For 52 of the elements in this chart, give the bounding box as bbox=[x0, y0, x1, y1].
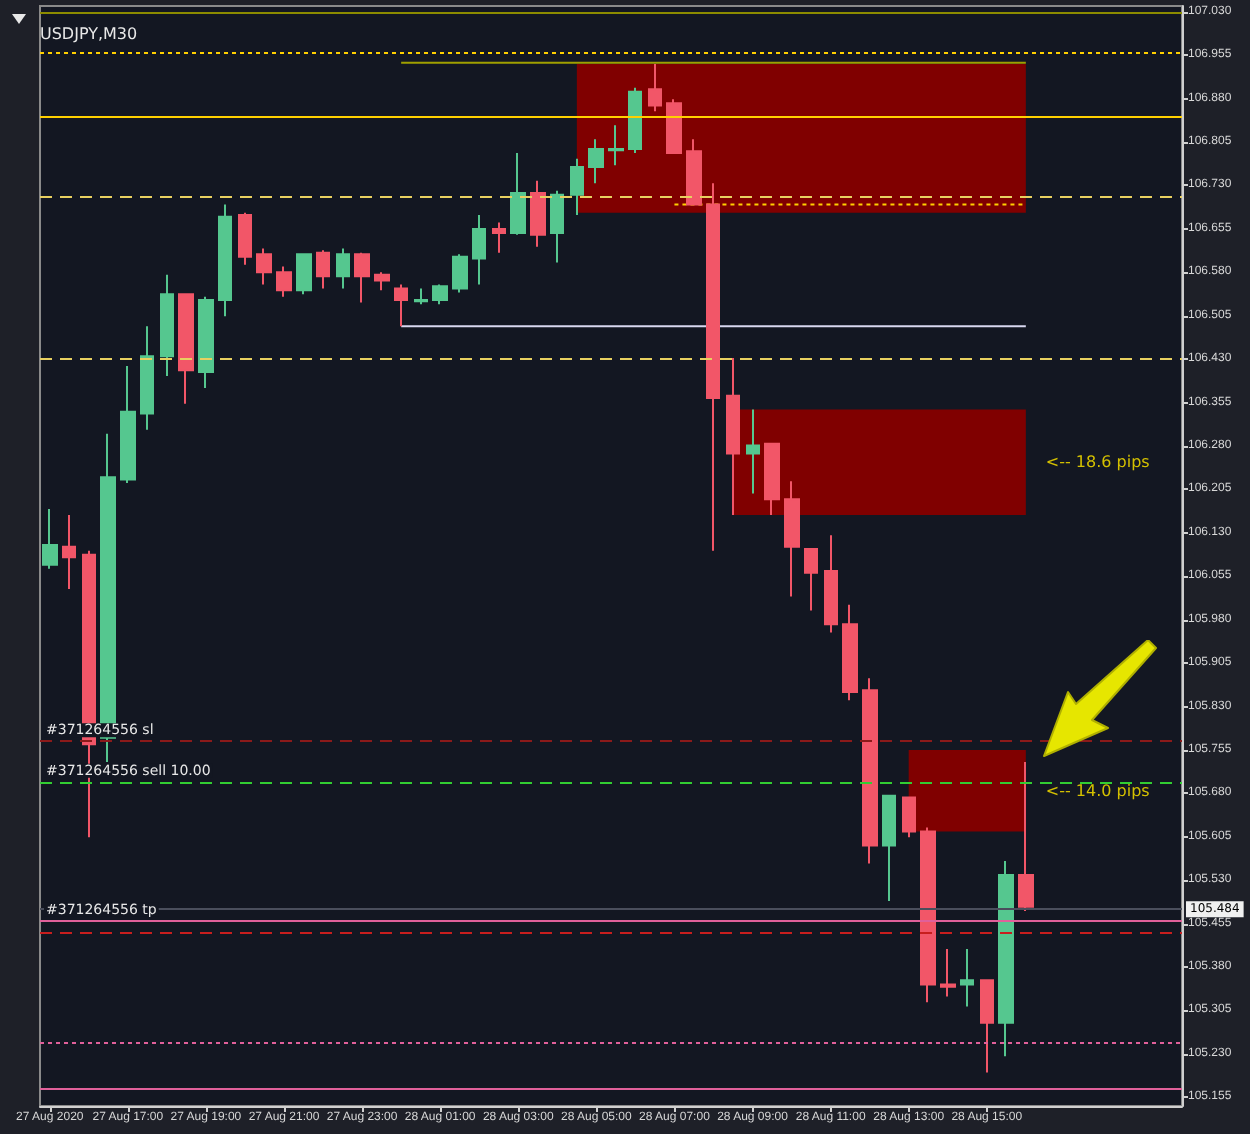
candlestick bbox=[510, 152, 526, 236]
candlestick bbox=[160, 273, 174, 377]
candlestick bbox=[998, 860, 1014, 1058]
candlestick bbox=[648, 62, 662, 113]
text: USDJPY,M30 bbox=[40, 25, 138, 43]
candlestick bbox=[140, 325, 154, 431]
candlestick bbox=[804, 548, 818, 612]
candlestick bbox=[706, 182, 720, 552]
candlestick bbox=[62, 513, 76, 590]
candlestick bbox=[1018, 761, 1034, 912]
candlestick bbox=[824, 534, 838, 634]
candlestick bbox=[902, 796, 916, 839]
candlestick bbox=[530, 179, 546, 248]
candlestick bbox=[686, 138, 702, 206]
candlestick bbox=[120, 365, 136, 485]
candlestick bbox=[960, 948, 974, 1008]
annotation: <-- 14.0 pips bbox=[1045, 781, 1150, 800]
candlestick bbox=[882, 794, 896, 903]
candlestick bbox=[256, 247, 272, 286]
candlestick bbox=[608, 124, 624, 167]
candlestick bbox=[414, 287, 428, 306]
candlestick bbox=[784, 480, 800, 598]
annotation: <-- 18.6 pips bbox=[1045, 453, 1150, 472]
candlestick bbox=[198, 295, 214, 390]
candlestick bbox=[862, 677, 878, 865]
candlestick bbox=[276, 265, 292, 298]
candlestick bbox=[980, 979, 994, 1074]
candlestick bbox=[472, 214, 486, 286]
candlestick bbox=[178, 293, 194, 405]
candlestick bbox=[628, 86, 642, 155]
candlestick bbox=[550, 189, 564, 264]
candlestick bbox=[842, 603, 858, 702]
candlestick bbox=[374, 271, 390, 292]
candlestick bbox=[570, 157, 584, 216]
candlestick bbox=[336, 247, 350, 290]
candlestick bbox=[492, 221, 506, 254]
candlestick bbox=[316, 249, 330, 290]
candlestick bbox=[42, 508, 58, 570]
candlestick bbox=[218, 203, 232, 318]
candlestick bbox=[354, 251, 370, 304]
candlestick bbox=[726, 357, 740, 516]
candlestick bbox=[746, 408, 760, 495]
candlestick bbox=[920, 826, 936, 1004]
candlestick bbox=[394, 283, 408, 328]
candlestick bbox=[452, 253, 468, 294]
candlestick bbox=[588, 138, 604, 185]
candlestick bbox=[238, 211, 252, 266]
candlestick bbox=[666, 98, 682, 155]
candlestick bbox=[432, 283, 448, 306]
candlestick bbox=[296, 253, 312, 296]
candlestick bbox=[940, 948, 956, 998]
candlestick bbox=[764, 442, 780, 516]
